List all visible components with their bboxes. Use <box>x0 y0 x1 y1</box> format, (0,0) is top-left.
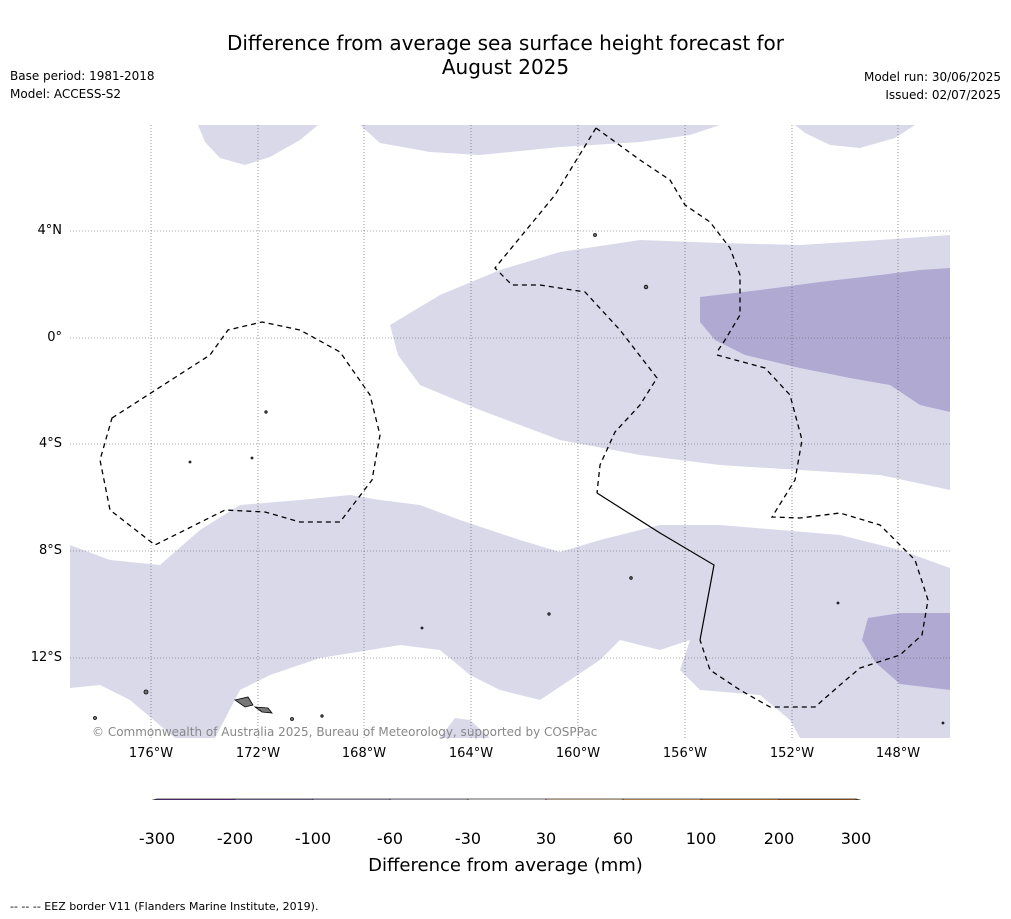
colorbar-label: -100 <box>294 829 332 848</box>
gridlines <box>70 125 950 738</box>
colorbar-label: 300 <box>840 829 872 848</box>
issued-date: Issued: 02/07/2025 <box>885 88 1001 102</box>
anomaly-region-south-small <box>440 718 490 738</box>
colorbar-segment-2 <box>234 798 314 800</box>
colorbar-title: Difference from average (mm) <box>368 855 643 876</box>
anomaly-region-north-left <box>198 125 318 165</box>
island-small <box>593 233 597 237</box>
colorbar-segment-5 <box>467 798 547 800</box>
boundary-line-solid <box>596 492 715 641</box>
meta-left: Base period: 1981-2018 Model: ACCESS-S2 <box>10 67 155 103</box>
anomaly-region-medium-east <box>700 268 950 412</box>
anomaly-region-north-mid <box>360 125 720 155</box>
base-period: Base period: 1981-2018 <box>10 69 155 83</box>
island-small <box>547 612 551 616</box>
island-small <box>420 626 424 630</box>
map-canvas <box>70 125 950 800</box>
model-run: Model run: 30/06/2025 <box>863 70 1001 84</box>
islands <box>93 233 945 725</box>
eez-border-tokelau-west <box>99 321 381 546</box>
island-large-2 <box>253 706 273 714</box>
anomaly-region-north-right <box>795 125 915 148</box>
island-small <box>643 284 649 290</box>
colorbar-label: -30 <box>454 829 482 848</box>
island-small <box>290 717 294 721</box>
lon-label-176w: 176°W <box>128 746 174 761</box>
colorbar-label: 200 <box>763 829 795 848</box>
anomaly-region-southern-band <box>70 495 950 738</box>
lon-label-160w: 160°W <box>555 746 601 761</box>
lat-label-8s: 8°S <box>38 543 62 558</box>
eez-border-central-west <box>494 127 658 494</box>
island-small <box>320 714 324 718</box>
lon-label-148w: 148°W <box>875 746 921 761</box>
anomaly-region-medium-southeast <box>862 613 950 690</box>
eez-border-east <box>699 354 929 708</box>
island-small <box>188 460 192 464</box>
title-line-2: August 2025 <box>441 55 570 79</box>
lon-label-164w: 164°W <box>448 746 494 761</box>
map-area <box>70 125 950 738</box>
lon-label-152w: 152°W <box>769 746 815 761</box>
eez-border-central <box>595 127 741 353</box>
island-small <box>836 601 840 605</box>
model-name: Model: ACCESS-S2 <box>10 87 122 101</box>
colorbar-segment-8 <box>700 798 780 800</box>
lon-label-172w: 172°W <box>235 746 281 761</box>
eez-borders <box>99 127 929 708</box>
lat-label-12s: 12°S <box>30 650 62 665</box>
island-small <box>629 576 633 580</box>
island-small <box>264 410 268 414</box>
lon-label-168w: 168°W <box>341 746 387 761</box>
island-small <box>250 456 254 460</box>
eez-footnote: -- -- -- EEZ border V11 (Flanders Marine… <box>10 900 319 913</box>
colorbar-segment-3 <box>312 798 391 800</box>
map-title: Difference from average sea surface heig… <box>0 31 1011 79</box>
colorbar-segment-7 <box>622 798 702 800</box>
colorbar-segment-6 <box>545 798 624 800</box>
colorbar <box>151 798 862 800</box>
colorbar-label: -200 <box>216 829 254 848</box>
colorbar-label: -60 <box>376 829 404 848</box>
colorbar-segment-9 <box>778 798 857 800</box>
colorbar-label: 60 <box>612 829 634 848</box>
lat-label-4n: 4°N <box>37 223 63 238</box>
lon-label-156w: 156°W <box>662 746 708 761</box>
island-large-1 <box>234 696 254 708</box>
meta-right: Model run: 30/06/2025 Issued: 02/07/2025 <box>864 68 1001 104</box>
colorbar-extend-low <box>151 798 158 800</box>
colorbar-label: 30 <box>535 829 557 848</box>
colorbar-segment-4 <box>389 798 469 800</box>
lat-label-0: 0° <box>47 330 62 345</box>
colorbar-label: 100 <box>685 829 717 848</box>
colorbar-extend-high <box>855 798 862 800</box>
island-small <box>143 689 149 695</box>
lat-label-4s: 4°S <box>38 436 62 451</box>
colorbar-segment-1 <box>156 798 236 800</box>
island-small <box>93 716 97 720</box>
colorbar-label: -300 <box>138 829 176 848</box>
title-line-1: Difference from average sea surface heig… <box>226 31 785 55</box>
island-small <box>941 721 945 725</box>
copyright-notice: © Commonwealth of Australia 2025, Bureau… <box>92 725 598 739</box>
